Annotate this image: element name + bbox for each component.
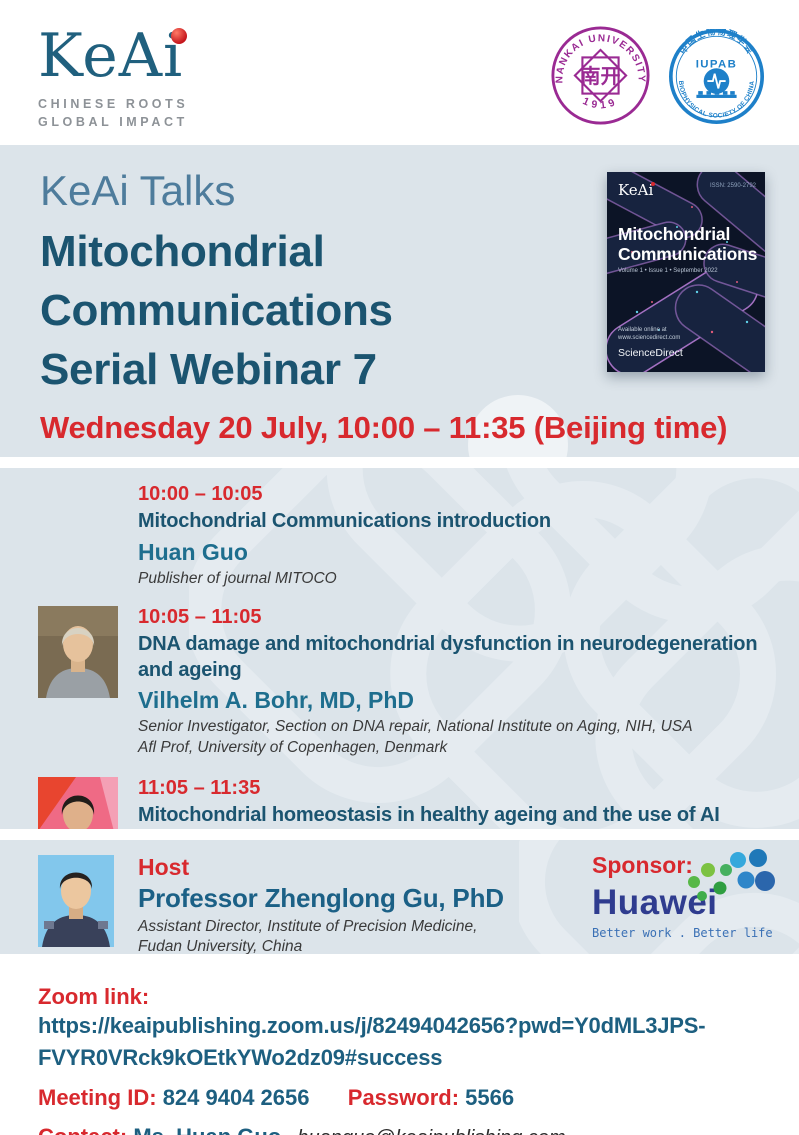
zoom-url-line2[interactable]: FVYR0VRck9kOEtkYWo2dz09#success xyxy=(38,1044,443,1070)
cover-title: Mitochondrial Communications xyxy=(618,224,757,264)
talk-affiliation-line2: Afl Prof, University of Copenhagen, Denm… xyxy=(138,738,448,756)
cover-keai-text: KeAi xyxy=(618,181,654,199)
webinar-title-line3: Serial Webinar 7 xyxy=(40,345,377,395)
huawei-wordmark: Huawei xyxy=(592,883,718,922)
header-section: KeAi Talks Mitochondrial Communications … xyxy=(0,145,799,457)
sponsor-label: Sponsor: xyxy=(592,852,693,878)
talk-affiliation-line1: Senior Investigator, Section on DNA repa… xyxy=(138,718,693,736)
cover-title-line2: Communications xyxy=(618,244,758,265)
contact-label: Contact: xyxy=(38,1124,127,1135)
keai-wordmark: KeAi xyxy=(38,26,188,86)
agenda-list: 10:00 – 10:05 Mitochondrial Communicatio… xyxy=(0,468,799,829)
host-label: Host xyxy=(138,854,190,880)
agenda-item-fang: 11:05 – 11:35 Mitochondrial homeostasis … xyxy=(38,777,799,829)
keai-logo: KeAi CHINESE ROOTS GLOBAL IMPACT xyxy=(38,26,188,131)
agenda-item-introduction: 10:00 – 10:05 Mitochondrial Communicatio… xyxy=(138,483,799,589)
meeting-id-value: 824 9404 2656 xyxy=(162,1084,310,1110)
talk-time: 10:05 – 11:05 xyxy=(138,606,262,629)
svg-text:1919: 1919 xyxy=(581,96,620,111)
cover-keai-dot-icon xyxy=(651,182,656,186)
footer-section: Zoom link: https://keaipublishing.zoom.u… xyxy=(0,954,799,1135)
talk-time: 11:05 – 11:35 xyxy=(138,777,261,800)
masthead: KeAi CHINESE ROOTS GLOBAL IMPACT NANKAI … xyxy=(0,0,799,145)
keai-tagline: CHINESE ROOTS GLOBAL IMPACT xyxy=(38,95,188,131)
keai-tagline-line1: CHINESE ROOTS xyxy=(38,97,189,111)
talk-affiliation: Publisher of journal MITOCO xyxy=(138,569,337,587)
cover-availability-line1: Available online at xyxy=(618,326,667,333)
host-affiliation-line1: Assistant Director, Institute of Precisi… xyxy=(138,918,478,935)
mitochondria-artwork xyxy=(607,172,765,372)
keai-red-dot-icon xyxy=(171,28,188,44)
contact-email[interactable]: huanguo@keaipublishing.com xyxy=(297,1127,565,1135)
password-label: Password: xyxy=(347,1084,460,1110)
agenda-item-bohr: 10:05 – 11:05 DNA damage and mitochondri… xyxy=(38,606,799,758)
meeting-credentials: Meeting ID: 824 9404 2656 Password: 5566 xyxy=(38,1085,761,1111)
zoom-link-label: Zoom link: xyxy=(38,984,150,1009)
contact-name: Ms. Huan Guo xyxy=(133,1124,281,1135)
talk-title: Mitochondrial Communications introductio… xyxy=(138,510,551,532)
cover-issn: ISSN: 2590-2792 xyxy=(709,183,756,189)
keai-wordmark-text: KeAi xyxy=(38,21,184,91)
zoom-link-url[interactable]: https://keaipublishing.zoom.us/j/8249404… xyxy=(38,1010,761,1074)
contact-row: Contact: Ms. Huan Guo huanguo@keaipublis… xyxy=(38,1124,761,1135)
cover-keai-brand: KeAi xyxy=(618,181,656,199)
host-affiliation-line2: Fudan University, China xyxy=(138,938,303,954)
host-name: Professor Zhenglong Gu, PhD xyxy=(138,883,504,913)
talk-details: 10:05 – 11:05 DNA damage and mitochondri… xyxy=(138,606,758,758)
nankai-seal-year: 1919 xyxy=(581,96,617,111)
webinar-title-line1: Mitochondrial xyxy=(40,227,325,277)
header-text: KeAi Talks Mitochondrial Communications … xyxy=(40,167,727,446)
talk-speaker: Huan Guo xyxy=(138,538,248,565)
talk-details: 11:05 – 11:35 Mitochondrial homeostasis … xyxy=(138,777,738,829)
agenda-section: 10:00 – 10:05 Mitochondrial Communicatio… xyxy=(0,468,799,829)
webinar-title: Mitochondrial Communications Serial Webi… xyxy=(40,223,727,400)
password-value: 5566 xyxy=(465,1084,515,1110)
nankai-seal-center-characters: 南开 xyxy=(581,65,621,88)
cover-availability: Available online at www.sciencedirect.co… xyxy=(618,326,680,342)
cover-availability-line2: www.sciencedirect.com xyxy=(618,334,681,341)
journal-cover-image: KeAi ISSN: 2590-2792 Mitochondrial Commu… xyxy=(607,172,765,372)
iupab-seal-acronym: IUPAB xyxy=(696,58,738,70)
talk-speaker: Vilhelm A. Bohr, MD, PhD xyxy=(138,687,415,714)
nankai-university-seal-icon: NANKAI UNIVERSITY 1919 南开 xyxy=(551,26,650,125)
sponsor-block: Sponsor: Huawei Better work . Better lif… xyxy=(592,849,792,940)
talk-details: 10:00 – 10:05 Mitochondrial Communicatio… xyxy=(138,483,551,589)
cover-sciencedirect-logo: ScienceDirect xyxy=(618,347,683,359)
cover-title-line1: Mitochondrial xyxy=(618,224,731,244)
sponsor-tagline: Better work . Better life xyxy=(592,926,773,940)
portrait-evandro-fang xyxy=(38,777,118,829)
talk-title: DNA damage and mitochondrial dysfunction… xyxy=(138,633,758,681)
portrait-vilhelm-bohr xyxy=(38,606,118,699)
zoom-url-line1[interactable]: https://keaipublishing.zoom.us/j/8249404… xyxy=(38,1013,706,1038)
webinar-datetime: Wednesday 20 July, 10:00 – 11:35 (Beijin… xyxy=(40,410,728,446)
webinar-title-line2: Communications xyxy=(40,286,393,336)
series-kicker: KeAi Talks xyxy=(40,167,236,214)
talk-time: 10:00 – 10:05 xyxy=(138,483,263,505)
host-section: Host Professor Zhenglong Gu, PhD Assista… xyxy=(0,840,799,954)
huawei-dots-icon xyxy=(680,848,780,911)
meeting-id-label: Meeting ID: xyxy=(38,1084,157,1110)
talk-title: Mitochondrial homeostasis in healthy age… xyxy=(138,804,720,827)
portrait-zhenglong-gu xyxy=(38,855,114,947)
keai-tagline-line2: GLOBAL IMPACT xyxy=(38,115,188,130)
cover-issue-info: Volume 1 • Issue 1 • September 2022 xyxy=(618,268,718,274)
iupab-biophysical-society-seal-icon: 中国生物物理学会 IUPAB BIOPHYSICAL SOCIETY OF CH… xyxy=(669,29,764,124)
host-details: Host Professor Zhenglong Gu, PhD Assista… xyxy=(138,854,504,954)
